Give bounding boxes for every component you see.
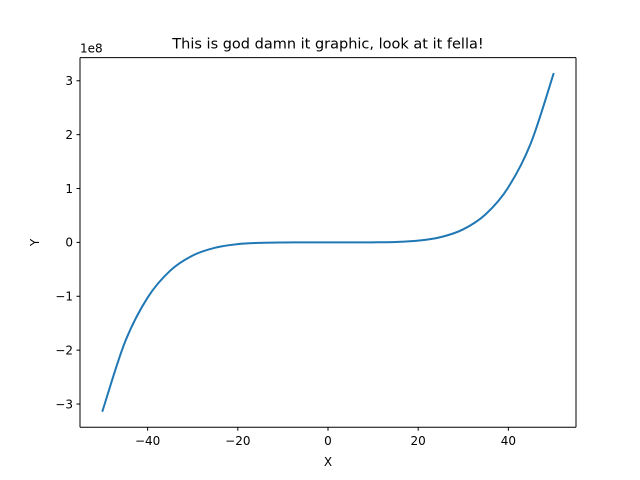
y-axis-ticks: −3 −2 −1 0 1 2 3 [55, 74, 80, 411]
y-tick-label: −1 [55, 290, 73, 304]
series-layer [101, 72, 555, 413]
x-tick-label: −40 [135, 434, 160, 448]
x-tick-label: 20 [411, 434, 426, 448]
y-tick-label: 1 [65, 182, 73, 196]
chart-title: This is god damn it graphic, look at it … [171, 37, 483, 53]
y-axis-label: Y [28, 238, 42, 247]
y-axis-offset-label: 1e8 [80, 42, 103, 56]
x-tick-label: 0 [324, 434, 332, 448]
y-tick-label: 0 [65, 236, 73, 250]
y-tick-label: −3 [55, 397, 73, 411]
y-tick-label: 3 [65, 74, 73, 88]
x-tick-label: 40 [501, 434, 516, 448]
x-axis-ticks: −40 −20 0 20 40 [135, 427, 516, 448]
y-tick-label: −2 [55, 343, 73, 357]
series-line-0 [101, 72, 555, 413]
y-tick-label: 2 [65, 128, 73, 142]
x-axis-label: X [324, 455, 332, 469]
x-tick-label: −20 [225, 434, 250, 448]
